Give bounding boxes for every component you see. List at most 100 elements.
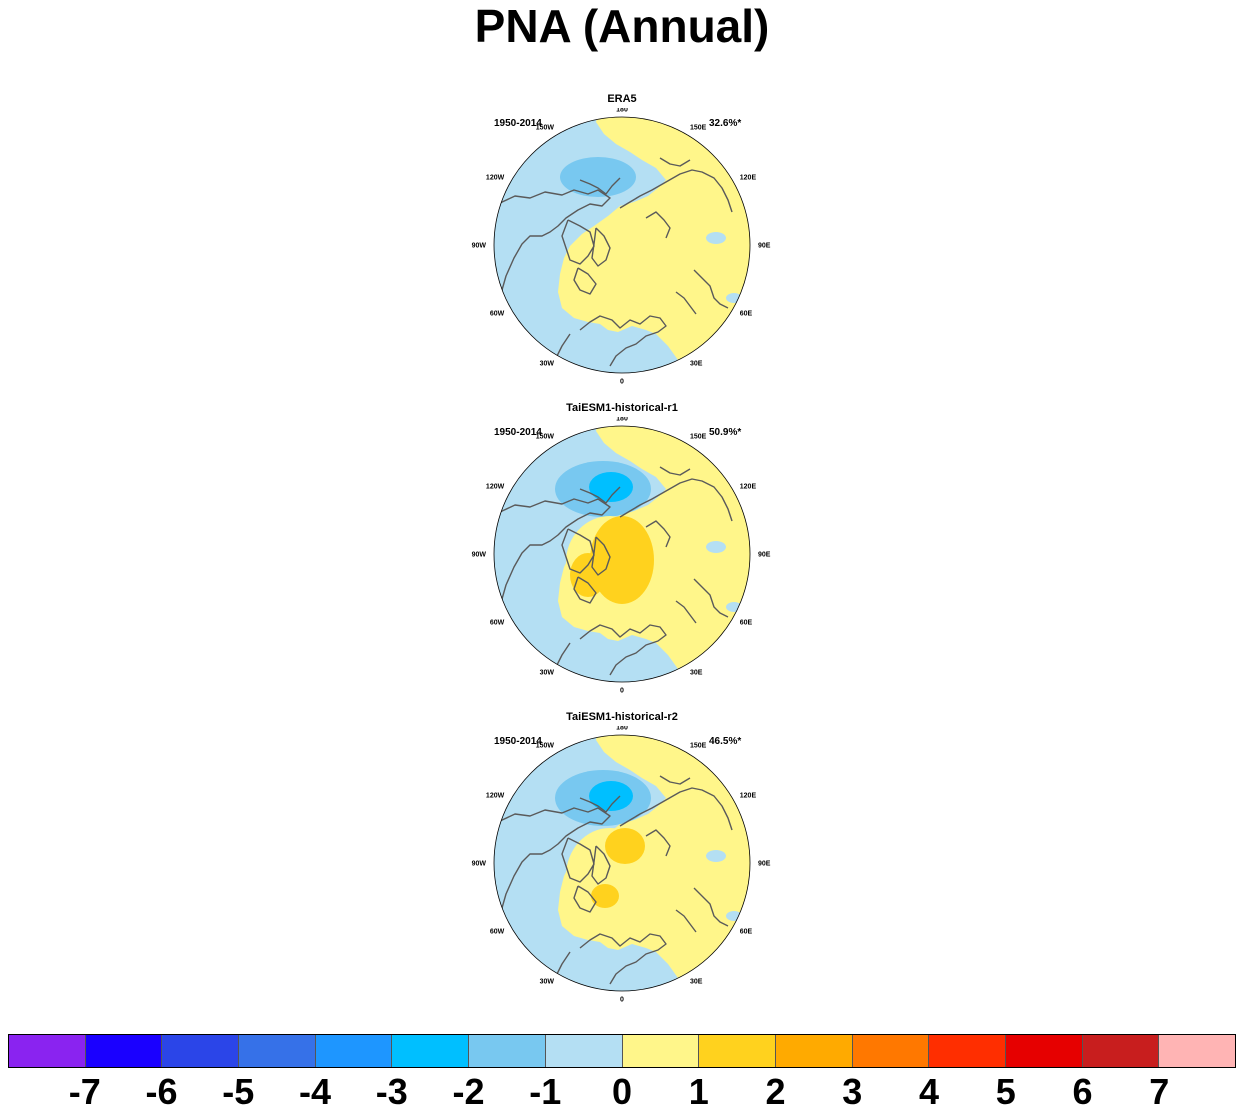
colorbar-label: -5 [222, 1071, 255, 1112]
coastline [619, 478, 733, 522]
field-negative-region [620, 948, 666, 988]
polar-map: 0 30E 60E 90E 120E 150E 180 150W 120W 90W 60W 30W [472, 726, 771, 1004]
coastline [645, 211, 671, 239]
panel-period: 1950-2014 [494, 427, 542, 438]
longitude-label: 90W [472, 552, 487, 559]
colorbar-label: 6 [1072, 1071, 1093, 1112]
coastline [573, 885, 597, 913]
colorbar-box [775, 1035, 853, 1067]
coastline [659, 775, 691, 785]
field-positive-region [558, 117, 750, 373]
coastline [645, 520, 671, 548]
field-negative-region [620, 330, 666, 370]
colorbar-label: -7 [68, 1071, 101, 1112]
field-positive-region [558, 735, 750, 991]
coastline [619, 169, 733, 213]
field-negative-core [589, 781, 633, 811]
coastline [693, 269, 729, 309]
longitude-label: 150W [536, 743, 555, 750]
map-field [494, 735, 750, 991]
coastline [561, 528, 595, 574]
coastline [499, 498, 611, 600]
longitude-label: 120E [740, 175, 757, 182]
longitude-label: 30W [540, 669, 555, 676]
field-positive-center [591, 884, 619, 908]
colorbar-label: 3 [842, 1071, 863, 1112]
polar-map: 0 30E 60E 90E 120E 150E 180 150W 120W 90W 60W 30W [472, 108, 771, 386]
longitude-label: 150W [536, 125, 555, 132]
panel-title: TaiESM1-historical-r2 [566, 711, 678, 723]
coastline [579, 486, 621, 504]
map-panel-taiesm1-r2: TaiESM1-historical-r2 1950-2014 46.5%* 0… [470, 711, 774, 1011]
coastline [579, 624, 667, 676]
coastline [591, 536, 611, 576]
colorbar-label: 1 [688, 1071, 709, 1112]
coastline [499, 807, 611, 909]
map-field [494, 426, 750, 682]
coastline [659, 157, 691, 167]
colorbar-box [545, 1035, 623, 1067]
longitude-label: 60W [490, 620, 505, 627]
colorbar-box [929, 1035, 1006, 1067]
page-title: PNA (Annual) [474, 0, 770, 52]
coastline [561, 837, 595, 883]
map-panel-era5: ERA5 1950-2014 32.6%* 0 30E 60E 90E 120E 150E… [470, 93, 774, 393]
colorbar-label: -4 [298, 1071, 332, 1112]
longitude-label: 30E [690, 978, 703, 985]
field-negative-center [560, 157, 636, 197]
field-negative-region [706, 541, 726, 553]
coastline [591, 227, 611, 267]
coastlines [499, 775, 733, 989]
longitude-label: 180 [616, 108, 628, 114]
longitude-label: 90E [758, 861, 771, 868]
field-negative-region [726, 293, 742, 303]
colorbar-box [1005, 1035, 1083, 1067]
colorbar-label: -2 [452, 1071, 485, 1112]
field-positive-center [570, 553, 606, 597]
colorbar-box [392, 1035, 470, 1067]
longitude-label: 60E [740, 311, 753, 318]
coastline [573, 576, 597, 604]
panel-variance-percent: 46.5%* [709, 736, 742, 747]
field-negative-region [706, 232, 726, 244]
field-negative-region [726, 602, 742, 612]
longitude-label: 0 [620, 379, 624, 386]
longitude-label: 120W [486, 484, 505, 491]
field-negative-region [726, 911, 742, 921]
colorbar-box [162, 1035, 240, 1067]
colorbar-label: -3 [375, 1071, 408, 1112]
colorbar-box [469, 1035, 546, 1067]
longitude-label: 90E [758, 552, 771, 559]
colorbar-labels: -7 -6 -5 -4 -3 -2 -1 0 1 2 3 4 5 6 7 [0, 1071, 1244, 1115]
coastline [579, 315, 667, 367]
colorbar-box [239, 1035, 316, 1067]
colorbar-box [1082, 1035, 1160, 1067]
longitude-label: 150W [536, 434, 555, 441]
longitude-label: 30E [690, 669, 703, 676]
panel-period: 1950-2014 [494, 118, 542, 129]
colorbar-box [852, 1035, 930, 1067]
longitude-label: 120E [740, 793, 757, 800]
coastline [591, 845, 611, 885]
coastline [579, 177, 621, 195]
colorbar-label: -6 [145, 1071, 178, 1112]
longitude-label: 30E [690, 360, 703, 367]
colorbar-label: 4 [918, 1071, 940, 1112]
field-positive-center [590, 516, 654, 604]
coastline [693, 887, 729, 927]
colorbar-box [1159, 1035, 1235, 1067]
longitude-label: 60W [490, 311, 505, 318]
longitude-label: 90W [472, 861, 487, 868]
coastline [573, 267, 597, 295]
panel-variance-percent: 32.6%* [709, 118, 742, 129]
longitude-label: 90E [758, 243, 771, 250]
coastline [561, 219, 595, 265]
longitude-label: 120W [486, 175, 505, 182]
panel-title: TaiESM1-historical-r1 [566, 402, 678, 414]
field-negative-core [589, 472, 633, 502]
longitude-label: 150E [690, 743, 707, 750]
coastline [619, 787, 733, 831]
coastline [693, 578, 729, 618]
colorbar-box [622, 1035, 700, 1067]
map-panel-taiesm1-r1: TaiESM1-historical-r1 1950-2014 50.9%* 0… [470, 402, 774, 702]
